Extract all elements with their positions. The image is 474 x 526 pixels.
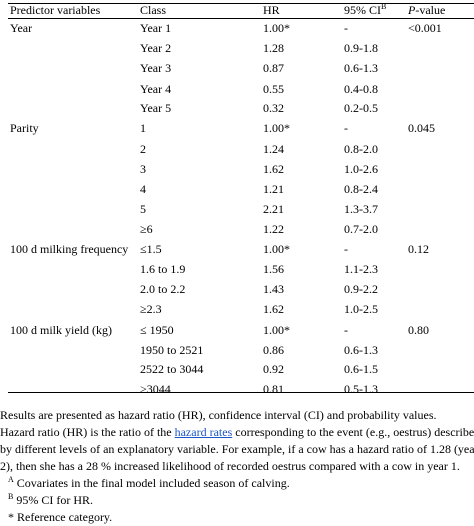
cell-class: >3044: [140, 382, 171, 396]
cell-class: ≥2.3: [140, 302, 162, 316]
cell-class: 3: [140, 162, 146, 176]
cell-hr: 1.21: [263, 182, 284, 196]
cell-class: Year 3: [140, 61, 172, 75]
cell-ci: 0.6-1.3: [344, 61, 378, 75]
note-a-text: Covariates in the final model included s…: [13, 476, 290, 490]
note-b-text: 95% CI for HR.: [13, 493, 94, 507]
cell-ci: 0.6-1.5: [344, 362, 378, 376]
cell-hr: 1.62: [263, 302, 284, 316]
cell-predictor: Year: [10, 21, 33, 35]
note-line-2-b: corresponding to the event (e.g., oestru…: [232, 425, 474, 439]
cell-class: Year 5: [140, 101, 172, 115]
cell-hr: 0.86: [263, 343, 284, 357]
header-class: Class: [140, 3, 167, 17]
header-pvalue: P-value: [408, 3, 445, 17]
cell-pvalue: 0.12: [408, 242, 429, 256]
cell-ci: 0.5-1.3: [344, 382, 378, 396]
cell-ci: 1.0-2.6: [344, 162, 378, 176]
note-line-4: 2), then she has a 28 % increased likeli…: [0, 459, 460, 473]
cell-class: Year 4: [140, 82, 172, 96]
header-ci-text: 95% CI: [344, 3, 381, 17]
cell-hr: 0.32: [263, 101, 284, 115]
cell-hr: 0.92: [263, 362, 284, 376]
cell-class: ≤ 1950: [140, 323, 174, 337]
cell-class: 2522 to 3044: [140, 362, 204, 376]
note-line-2-a: Hazard ratio (HR) is the ratio of the: [0, 425, 175, 439]
cell-ci: 0.2-0.5: [344, 101, 378, 115]
cell-class: 1: [140, 121, 146, 135]
cell-hr: 1.62: [263, 162, 284, 176]
cell-hr: 2.21: [263, 202, 284, 216]
note-a-sup: A: [8, 475, 14, 484]
table-bottom-rule: [8, 392, 474, 393]
cell-pvalue: 0.80: [408, 323, 429, 337]
cell-pvalue: <0.001: [408, 21, 442, 35]
cell-hr: 1.00*: [263, 21, 290, 35]
cell-class: 2: [140, 142, 146, 156]
note-line-2: Hazard ratio (HR) is the ratio of the ha…: [0, 424, 474, 441]
cell-hr: 1.00*: [263, 121, 290, 135]
table-notes: Results are presented as hazard ratio (H…: [0, 407, 474, 526]
cell-class: Year 2: [140, 41, 172, 55]
cell-hr: 1.28: [263, 41, 284, 55]
cell-hr: 0.81: [263, 382, 284, 396]
cell-hr: 1.22: [263, 222, 284, 236]
cell-ci: 0.9-2.2: [344, 282, 378, 296]
cell-hr: 1.56: [263, 262, 284, 276]
cell-ci: 0.8-2.4: [344, 182, 378, 196]
note-star: * Reference category.: [8, 510, 113, 524]
cell-class: 5: [140, 202, 146, 216]
cell-hr: 1.00*: [263, 242, 290, 256]
table-top-rule: [8, 3, 474, 4]
note-b-sup: B: [8, 492, 14, 501]
header-p-italic: P: [408, 3, 416, 17]
header-ci-sup: B: [381, 2, 387, 11]
cell-ci: 0.7-2.0: [344, 222, 378, 236]
cell-ci: 0.9-1.8: [344, 41, 378, 55]
header-predictor: Predictor variables: [10, 3, 101, 17]
header-p-rest: -value: [415, 3, 446, 17]
cell-ci: -: [344, 242, 348, 256]
cell-class: 1.6 to 1.9: [140, 262, 186, 276]
cell-predictor: 100 d milk yield (kg): [10, 323, 112, 337]
note-b: B 95% CI for HR.: [0, 492, 474, 509]
cell-ci: 1.0-2.5: [344, 302, 378, 316]
cell-ci: 0.6-1.3: [344, 343, 378, 357]
cell-hr: 1.24: [263, 142, 284, 156]
cell-hr: 1.00*: [263, 323, 290, 337]
cell-predictor: 100 d milking frequency: [10, 242, 129, 256]
header-ci: 95% CIB: [344, 2, 387, 18]
hazard-rates-link[interactable]: hazard rates: [174, 425, 233, 439]
cell-pvalue: 0.045: [408, 121, 435, 135]
header-hr: HR: [263, 3, 280, 17]
cell-hr: 0.55: [263, 82, 284, 96]
cell-class: ≥6: [140, 222, 153, 236]
cell-class: 2.0 to 2.2: [140, 282, 186, 296]
table-header-rule: [8, 18, 474, 19]
note-line-1: Results are presented as hazard ratio (H…: [0, 408, 437, 422]
cell-class: Year 1: [140, 21, 172, 35]
cell-class: 4: [140, 182, 146, 196]
cell-ci: -: [344, 21, 348, 35]
cell-class: ≤1.5: [140, 242, 162, 256]
note-a: A Covariates in the final model included…: [0, 475, 474, 492]
cell-hr: 0.87: [263, 61, 284, 75]
cell-hr: 1.43: [263, 282, 284, 296]
cell-ci: -: [344, 323, 348, 337]
cell-class: 1950 to 2521: [140, 343, 204, 357]
cell-ci: 1.1-2.3: [344, 262, 378, 276]
cell-ci: 0.4-0.8: [344, 82, 378, 96]
cell-ci: 1.3-3.7: [344, 202, 378, 216]
cell-ci: 0.8-2.0: [344, 142, 378, 156]
note-line-3: by different levels of an explanatory va…: [0, 442, 474, 456]
cell-predictor: Parity: [10, 121, 39, 135]
cell-ci: -: [344, 121, 348, 135]
